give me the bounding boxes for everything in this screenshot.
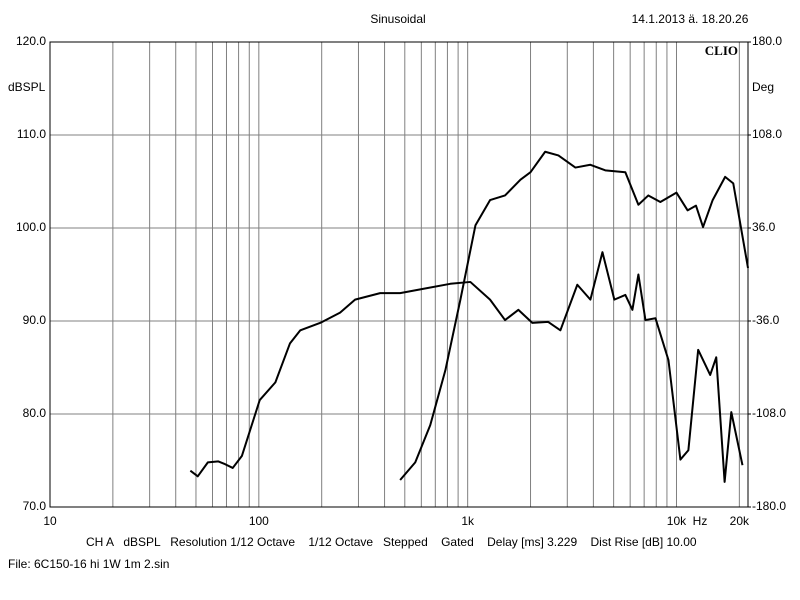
- y2-tick-label: 36.0: [752, 220, 776, 234]
- x-unit: Hz: [693, 514, 708, 528]
- y-axis-label: dBSPL: [8, 80, 46, 94]
- file-name: File: 6C150-16 hi 1W 1m 2.sin: [8, 557, 169, 571]
- y-tick-label: 100.0: [16, 220, 46, 234]
- brand: CLIO: [705, 43, 738, 58]
- info-line: CH A dBSPL Resolution 1/12 Octave 1/12 O…: [86, 535, 697, 549]
- y-tick-label: 80.0: [23, 406, 47, 420]
- y2-tick-label: 108.0: [752, 127, 782, 141]
- y-tick-label: 110.0: [17, 127, 46, 141]
- y2-tick-label: 180.0: [752, 34, 782, 48]
- y2-tick-label: -108.0: [752, 406, 786, 420]
- y-tick-label: 90.0: [23, 313, 47, 327]
- x-tick-label: 100: [249, 514, 269, 528]
- x-tick-label: 20k: [730, 514, 750, 528]
- curve: [189, 251, 744, 483]
- y2-tick-label: -36.0: [752, 313, 780, 327]
- y2-tick-label: -180.0: [752, 499, 786, 513]
- curve: [399, 150, 749, 481]
- y-tick-label: 70.0: [23, 499, 47, 513]
- y2-axis-label: Deg: [752, 80, 774, 94]
- date: 14.1.2013 ä. 18.20.26: [632, 12, 749, 26]
- y-tick-label: 120.0: [16, 34, 46, 48]
- plot-frame: [49, 41, 749, 508]
- x-tick-label: 10: [43, 514, 57, 528]
- chart-title: Sinusoidal: [370, 12, 425, 26]
- x-tick-label: 1k: [461, 514, 475, 528]
- x-tick-label: 10k: [667, 514, 687, 528]
